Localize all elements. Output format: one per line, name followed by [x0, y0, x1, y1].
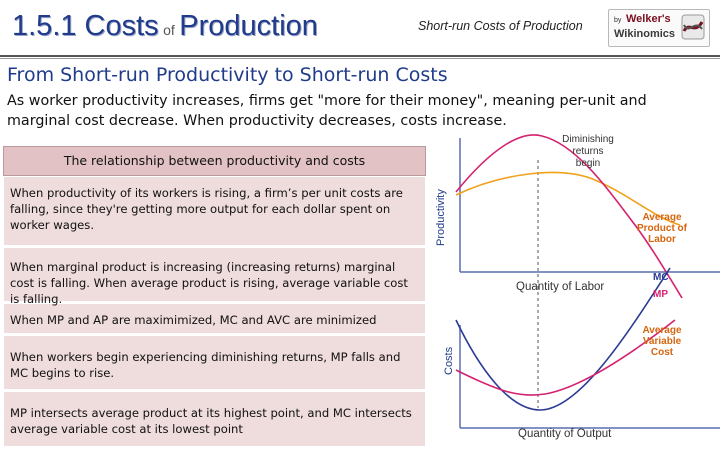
title-suffix: Production: [179, 10, 318, 42]
productivity-cost-table: The relationship between productivity an…: [3, 146, 426, 448]
top-y-label: Productivity: [435, 189, 447, 246]
section-heading: From Short-run Productivity to Short-run…: [7, 64, 448, 86]
table-row: When marginal product is increasing (inc…: [3, 247, 426, 306]
header-divider-thin: [0, 58, 720, 59]
logo-mark-icon: [681, 14, 705, 40]
productivity-cost-diagram: Productivity Quantity of Labor Costs Qua…: [435, 134, 720, 440]
apl-curve: [455, 171, 681, 226]
mc-curve: [455, 267, 671, 411]
logo-by: by: [614, 17, 622, 24]
annotation-line3: begin: [576, 158, 600, 169]
logo-name-2: Wikinomics: [614, 28, 676, 40]
table-row: When workers begin experiencing diminish…: [3, 335, 426, 391]
title-prefix: 1.5.1 Costs: [12, 10, 159, 42]
table-row: When productivity of its workers is risi…: [3, 176, 426, 247]
avc-label-2: Variable: [643, 336, 682, 347]
apl-label-3: Labor: [648, 234, 676, 245]
bottom-x-label: Quantity of Output: [518, 428, 612, 440]
top-x-label: Quantity of Labor: [516, 281, 604, 293]
apl-label-1: Average: [642, 212, 682, 223]
table-row: When MP and AP are maximimized, MC and A…: [3, 303, 426, 335]
slide-title: 1.5.1 Costs of Production: [12, 10, 318, 43]
apl-label-2: Product of: [637, 223, 688, 234]
bottom-y-label: Costs: [443, 346, 455, 375]
mp-curve: [455, 134, 683, 299]
mp-label: MP: [653, 289, 668, 300]
header-divider: [0, 55, 720, 57]
wikinomics-logo[interactable]: by Welker's Wikinomics: [608, 9, 710, 47]
intro-paragraph: As worker productivity increases, firms …: [7, 93, 647, 129]
table-row: MP intersects average product at its hig…: [3, 391, 426, 448]
table-header: The relationship between productivity an…: [3, 146, 426, 176]
title-of: of: [163, 22, 175, 38]
avc-label-3: Cost: [651, 347, 674, 358]
logo-name-1: Welker's: [626, 13, 671, 25]
annotation-line2: returns: [572, 146, 603, 157]
mc-label: MC: [653, 272, 669, 283]
header-subtitle: Short-run Costs of Production: [418, 19, 583, 33]
avc-label-1: Average: [642, 325, 682, 336]
avc-curve: [455, 319, 676, 396]
annotation-line1: Diminishing: [562, 134, 614, 145]
